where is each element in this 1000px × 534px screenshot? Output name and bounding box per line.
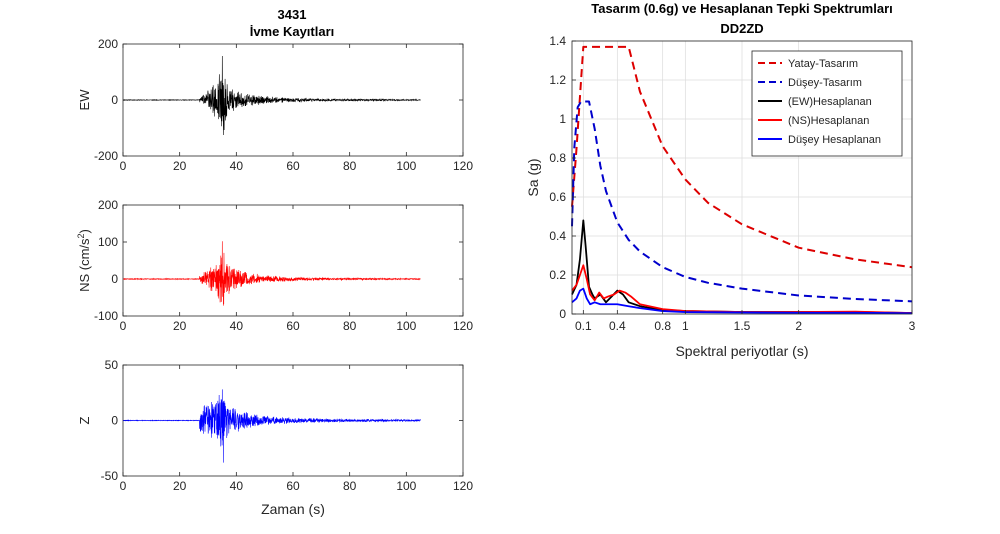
ew-ytick-label: -200 [94,149,118,163]
spectrum-ytick-label: 1.2 [549,73,566,87]
ns-xtick-label: 0 [120,319,127,333]
spectrum-series-0 [571,45,913,269]
ns-xtick-label: 40 [230,319,244,333]
spectrum-ytick-label: 1 [559,112,566,126]
z-xtick-label: 100 [396,479,416,493]
ew-ylabel: EW [77,89,92,111]
left-title-line1: 3431 [278,7,307,22]
z-xtick-label: 120 [453,479,473,493]
ns-xtick-label: 120 [453,319,473,333]
spectrum-xtick-label: 1.5 [734,319,751,333]
spectrum-series-1 [571,100,913,303]
ew-xtick-label: 120 [453,159,473,173]
spectrum-xtick-label: 0.4 [609,319,626,333]
ns-xtick-label: 20 [173,319,187,333]
ew-xtick-label: 60 [286,159,300,173]
ns-xtick-label: 60 [286,319,300,333]
spectrum-ytick-label: 0.4 [549,229,566,243]
z-xtick-label: 80 [343,479,357,493]
z-ytick-label: 0 [111,414,118,428]
spectrum-ytick-label: 1.4 [549,34,566,48]
ns-axes-box [122,204,464,317]
spectrum-xtick-label: 3 [909,319,916,333]
ns-ytick-label: 0 [111,272,118,286]
ns-ytick-label: -100 [94,309,118,323]
z-xtick-label: 0 [120,479,127,493]
z-ylabel: Z [77,416,92,424]
right-title-line1: Tasarım (0.6g) ve Hesaplanan Tepki Spekt… [591,1,893,16]
z-xtick-label: 20 [173,479,187,493]
spectrum-legend: Yatay-Tasarım Düşey-Tasarım (EW)Hesaplanan… [751,50,903,157]
z-ytick-label: 50 [105,358,119,372]
legend-label-3: (NS)Hesaplanan [788,115,869,127]
legend-label-2: (EW)Hesaplanan [788,96,872,108]
ns-waveform [122,241,421,306]
ns-ylabel: NS (cm/s2) [76,229,92,292]
right-title-line2: DD2ZD [720,21,763,36]
ns-ytick-label: 200 [98,198,118,212]
ns-xtick-label: 80 [343,319,357,333]
z-waveform [122,389,421,463]
ew-xtick-label: 80 [343,159,357,173]
z-xlabel: Zaman (s) [261,501,325,517]
ew-xtick-label: 40 [230,159,244,173]
legend-label-1: Düşey-Tasarım [788,77,862,89]
spectrum-ytick-label: 0 [559,307,566,321]
ew-waveform [122,56,421,136]
left-title-line2: İvme Kayıtları [250,24,335,39]
spectrum-xtick-label: 2 [795,319,802,333]
ew-ytick-label: 0 [111,93,118,107]
spectrum-xtick-label: 0.8 [654,319,671,333]
spectrum-ytick-label: 0.2 [549,268,566,282]
ew-ytick-label: 200 [98,37,118,51]
spectrum-subplot: 0.1 0.4 0.8 1 1.5 2 3 0 0.2 0.4 0.6 0.8 1 1.2 1.4 Spekt… [525,34,916,359]
z-ytick-label: -50 [101,469,119,483]
legend-label-4: Düşey Hesaplanan [788,134,881,146]
spectrum-ylabel: Sa (g) [525,158,541,196]
ns-xtick-label: 100 [396,319,416,333]
z-xtick-label: 40 [230,479,244,493]
spectrum-xlabel: Spektral periyotlar (s) [675,343,808,359]
spectrum-ytick-label: 0.8 [549,151,566,165]
ew-xtick-label: 20 [173,159,187,173]
ew-xtick-label: 0 [120,159,127,173]
spectrum-xtick-label: 0.1 [575,319,592,333]
ew-xtick-label: 100 [396,159,416,173]
ns-ytick-label: 100 [98,235,118,249]
spectrum-series-4 [571,287,913,315]
spectrum-ytick-label: 0.6 [549,190,566,204]
legend-label-0: Yatay-Tasarım [788,58,858,70]
spectrum-xtick-label: 1 [682,319,689,333]
z-xtick-label: 60 [286,479,300,493]
